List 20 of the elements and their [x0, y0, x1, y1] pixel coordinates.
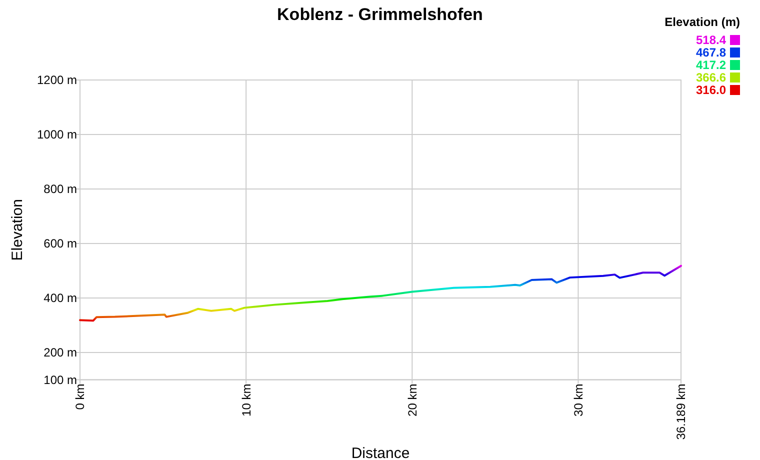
x-tick-label: 36.189 km: [674, 384, 688, 440]
color-bar-label: 467.8: [696, 46, 726, 60]
color-bar-label: 417.2: [696, 58, 726, 72]
chart-title: Koblenz - Grimmelshofen: [277, 5, 483, 24]
y-tick-label: 800 m: [44, 182, 77, 196]
x-axis-title: Distance: [351, 445, 410, 460]
color-bar-label: 316.0: [696, 83, 726, 98]
y-tick-label: 1200 m: [36, 73, 77, 88]
x-tick-label: 30 km: [571, 384, 586, 416]
color-bar-title: Elevation (m): [664, 15, 740, 29]
y-tick-label: 1000 m: [36, 128, 77, 142]
line-series: [79, 264, 682, 322]
y-tick-label: 200 m: [44, 346, 77, 360]
color-bar-label: 518.4: [696, 33, 726, 48]
x-tick-label: 10 km: [239, 384, 254, 416]
y-tick-label: 600 m: [44, 236, 77, 251]
y-tick-label: 400 m: [44, 291, 77, 306]
color-bar-label: 366.6: [696, 70, 726, 85]
y-axis-title: Elevation: [9, 199, 26, 261]
x-tick-label: 20 km: [405, 384, 420, 416]
